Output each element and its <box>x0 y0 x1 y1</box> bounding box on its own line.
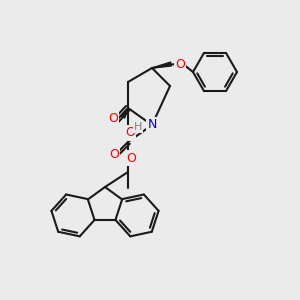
Text: O: O <box>126 152 136 164</box>
Text: O: O <box>109 148 119 160</box>
Text: O: O <box>125 127 135 140</box>
Text: O: O <box>108 112 118 124</box>
Text: H: H <box>134 122 142 132</box>
Text: N: N <box>147 118 157 131</box>
Polygon shape <box>121 108 128 118</box>
Polygon shape <box>152 62 171 68</box>
Text: O: O <box>175 58 185 70</box>
